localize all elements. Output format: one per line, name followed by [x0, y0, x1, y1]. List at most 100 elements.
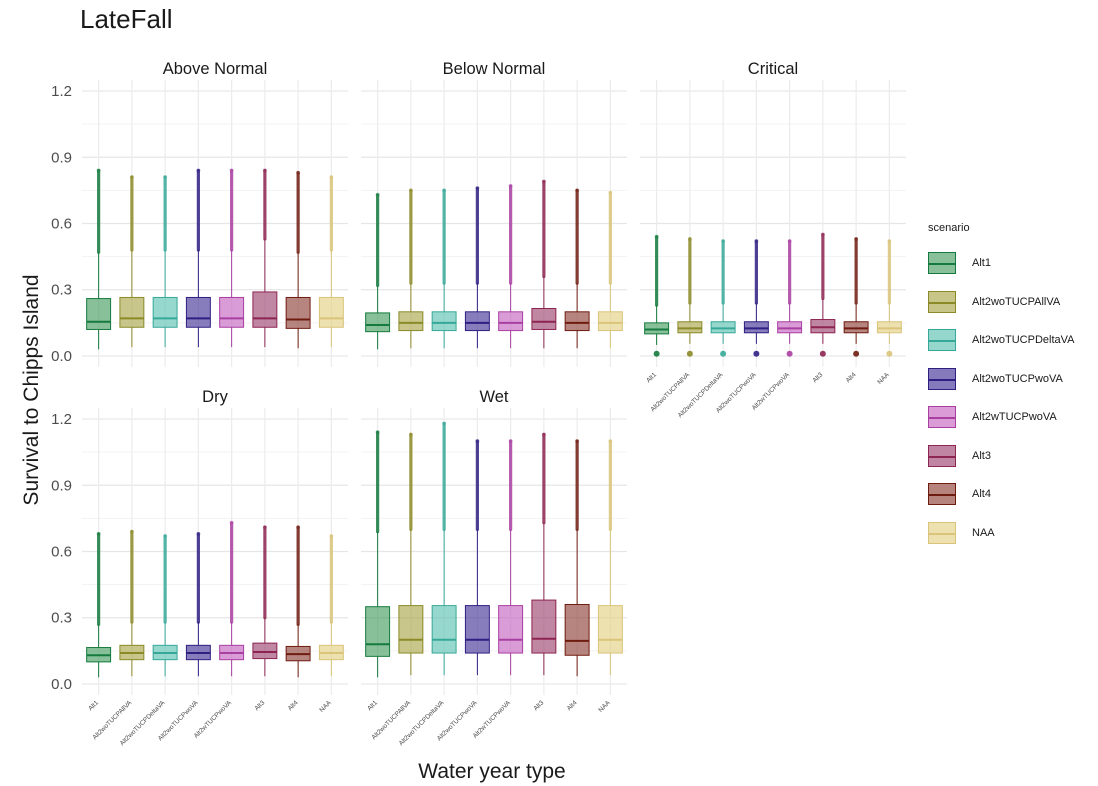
x-tick-label: Alt4	[845, 371, 858, 384]
x-tick-label: Alt4	[566, 699, 579, 712]
y-tick-label: 1.2	[51, 411, 72, 428]
outlier-point-low-alt2wotucpallva	[686, 350, 693, 357]
panel-dry: Dry0.00.30.60.91.2Alt1Alt2woTUCPAllVAAlt…	[51, 388, 348, 747]
outlier-point-alt2wtucpwova	[229, 520, 234, 525]
legend-key-alt2wtucpwova	[928, 406, 956, 429]
outlier-point-low-alt2wotucpdeltava	[720, 350, 727, 357]
outlier-point-low-alt3	[819, 350, 826, 357]
box-alt2wotucpallva	[398, 311, 424, 332]
outlier-point-alt3	[541, 179, 546, 184]
outlier-point-alt1	[96, 531, 101, 536]
outlier-point-alt2wotucpallva	[687, 236, 692, 241]
box-alt2wtucpwova	[777, 321, 803, 334]
outlier-point-alt2wotucpwova	[196, 531, 201, 536]
x-tick-label: Alt1	[366, 699, 379, 712]
outlier-point-naa	[887, 239, 892, 244]
box-alt2wotucpwova	[464, 605, 490, 654]
outlier-point-alt2wotucpdeltava	[721, 239, 726, 244]
outlier-point-alt1	[375, 430, 380, 435]
panel-title-above-normal: Above Normal	[163, 60, 268, 78]
outlier-point-alt2wotucpwova	[475, 186, 480, 191]
box-alt2wotucpallva	[398, 605, 424, 654]
outlier-point-alt1	[96, 168, 101, 173]
outlier-point-alt1	[654, 234, 659, 239]
box-alt1	[365, 312, 391, 333]
x-tick-label: Alt4	[287, 699, 300, 712]
outlier-point-alt2wtucpwova	[508, 439, 513, 444]
panel-title-dry: Dry	[202, 388, 228, 406]
outlier-point-naa	[329, 175, 334, 180]
legend-item-alt2wotucpwova: Alt2woTUCPwoVA	[928, 360, 1075, 399]
outlier-point-alt2wotucpallva	[408, 188, 413, 193]
outlier-point-low-naa	[886, 350, 893, 357]
y-tick-label: 0.9	[51, 477, 72, 494]
outlier-point-alt2wtucpwova	[229, 168, 234, 173]
box-alt3	[252, 291, 278, 328]
box-alt4	[285, 296, 311, 329]
outlier-point-alt2wotucpdeltava	[442, 421, 447, 426]
outlier-point-naa	[329, 534, 334, 539]
outlier-point-alt3	[262, 525, 267, 530]
outlier-point-low-alt1	[653, 350, 660, 357]
legend-key-alt1	[928, 252, 956, 275]
outlier-point-low-alt2wtucpwova	[786, 350, 793, 357]
legend-items: Alt1 Alt2woTUCPAllVA Alt2woTUCPDeltaVA Alt2…	[928, 244, 1075, 552]
x-tick-label: Alt3	[253, 699, 266, 712]
legend-item-naa: NAA	[928, 514, 1075, 553]
outlier-point-alt2wotucpwova	[475, 439, 480, 444]
panel-below-normal: Below Normal	[361, 60, 627, 367]
box-alt2wotucpwova	[743, 321, 769, 334]
box-alt1	[644, 322, 670, 335]
panel-critical: CriticalAlt1Alt2woTUCPAllVAAlt2woTUCPDel…	[640, 60, 906, 419]
x-tick-label: NAA	[876, 371, 891, 386]
x-tick-label: Alt3	[532, 699, 545, 712]
box-alt2wotucpdeltava	[431, 605, 457, 654]
box-alt4	[843, 321, 869, 334]
box-alt3	[252, 642, 278, 660]
outlier-point-alt2wtucpwova	[508, 183, 513, 188]
box-alt1	[86, 298, 112, 330]
box-alt2wtucpwova	[219, 296, 245, 328]
outlier-point-alt2wotucpdeltava	[163, 175, 168, 180]
legend: scenario Alt1 Alt2woTUCPAllVA Alt2woTUCPDe…	[928, 222, 1075, 552]
x-axis-label: Water year type	[418, 760, 566, 783]
outlier-point-alt3	[820, 232, 825, 237]
outlier-point-alt2wtucpwova	[787, 239, 792, 244]
box-naa	[597, 311, 623, 332]
outlier-point-alt4	[296, 170, 301, 175]
outlier-point-alt3	[262, 168, 267, 173]
outlier-point-alt3	[541, 432, 546, 437]
legend-label: Alt2woTUCPDeltaVA	[972, 334, 1075, 347]
legend-key-alt2wotucpallva	[928, 290, 956, 313]
box-alt2wtucpwova	[498, 311, 524, 332]
outlier-point-alt4	[854, 236, 859, 241]
legend-label: Alt4	[972, 488, 991, 501]
box-naa	[876, 321, 902, 334]
outlier-point-alt1	[375, 192, 380, 197]
box-alt2wotucpwova	[185, 296, 211, 328]
box-alt2wtucpwova	[498, 605, 524, 654]
y-tick-label: 0.6	[51, 216, 72, 233]
outlier-point-alt4	[296, 525, 301, 530]
outlier-point-naa	[608, 439, 613, 444]
outlier-point-alt2wotucpwova	[754, 239, 759, 244]
box-alt2wotucpdeltava	[431, 311, 457, 332]
outlier-point-alt2wotucpallva	[408, 432, 413, 437]
box-alt2wotucpwova	[464, 311, 490, 332]
box-alt2wotucpdeltava	[710, 321, 736, 334]
legend-label: Alt2wTUCPwoVA	[972, 411, 1057, 424]
legend-item-alt2wotucpdeltava: Alt2woTUCPDeltaVA	[928, 321, 1075, 360]
legend-label: NAA	[972, 526, 995, 539]
x-tick-label: NAA	[318, 699, 333, 714]
box-alt4	[564, 603, 590, 656]
x-tick-label: Alt1	[87, 699, 100, 712]
y-tick-label: 0.3	[51, 610, 72, 627]
y-tick-label: 0.0	[51, 348, 72, 365]
panel-title-below-normal: Below Normal	[443, 60, 546, 78]
panel-above-normal: Above Normal 0.0 0.3 0.6 0.9 1.2	[51, 60, 348, 367]
outlier-point-alt2wotucpdeltava	[163, 534, 168, 539]
outlier-point-alt4	[575, 439, 580, 444]
box-alt2wotucpallva	[119, 296, 145, 328]
legend-key-naa	[928, 521, 956, 544]
box-alt3	[810, 319, 836, 334]
